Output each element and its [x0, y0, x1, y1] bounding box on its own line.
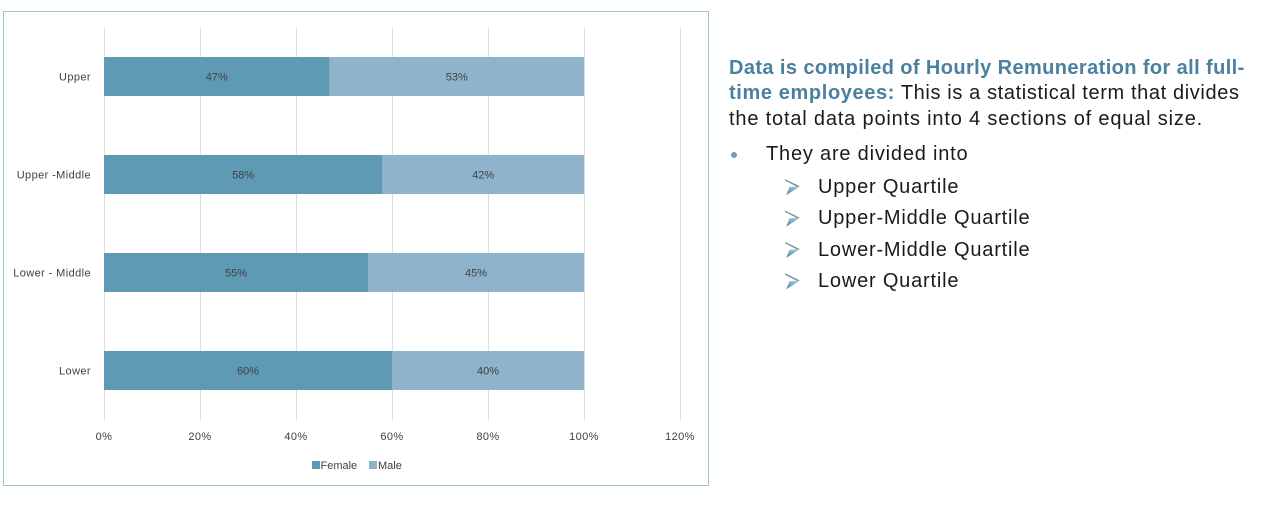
svg-text:120%: 120%: [665, 431, 695, 443]
svg-text:45%: 45%: [465, 268, 487, 280]
svg-text:40%: 40%: [284, 431, 307, 443]
svg-text:100%: 100%: [569, 431, 599, 443]
svg-text:40%: 40%: [477, 366, 499, 378]
svg-text:Upper -Middle: Upper -Middle: [17, 170, 91, 182]
svg-text:42%: 42%: [472, 170, 494, 182]
svg-text:55%: 55%: [225, 268, 247, 280]
svg-text:0%: 0%: [96, 431, 113, 443]
svg-text:53%: 53%: [446, 72, 468, 84]
svg-text:20%: 20%: [188, 431, 211, 443]
svg-text:60%: 60%: [380, 431, 403, 443]
svg-text:Upper: Upper: [59, 72, 91, 84]
svg-text:Lower - Middle: Lower - Middle: [13, 268, 91, 280]
svg-text:Female: Female: [321, 460, 358, 472]
svg-text:Lower: Lower: [59, 366, 91, 378]
svg-text:60%: 60%: [237, 366, 259, 378]
svg-text:Male: Male: [378, 460, 402, 472]
svg-text:47%: 47%: [206, 72, 228, 84]
svg-text:80%: 80%: [476, 431, 499, 443]
svg-text:58%: 58%: [232, 170, 254, 182]
